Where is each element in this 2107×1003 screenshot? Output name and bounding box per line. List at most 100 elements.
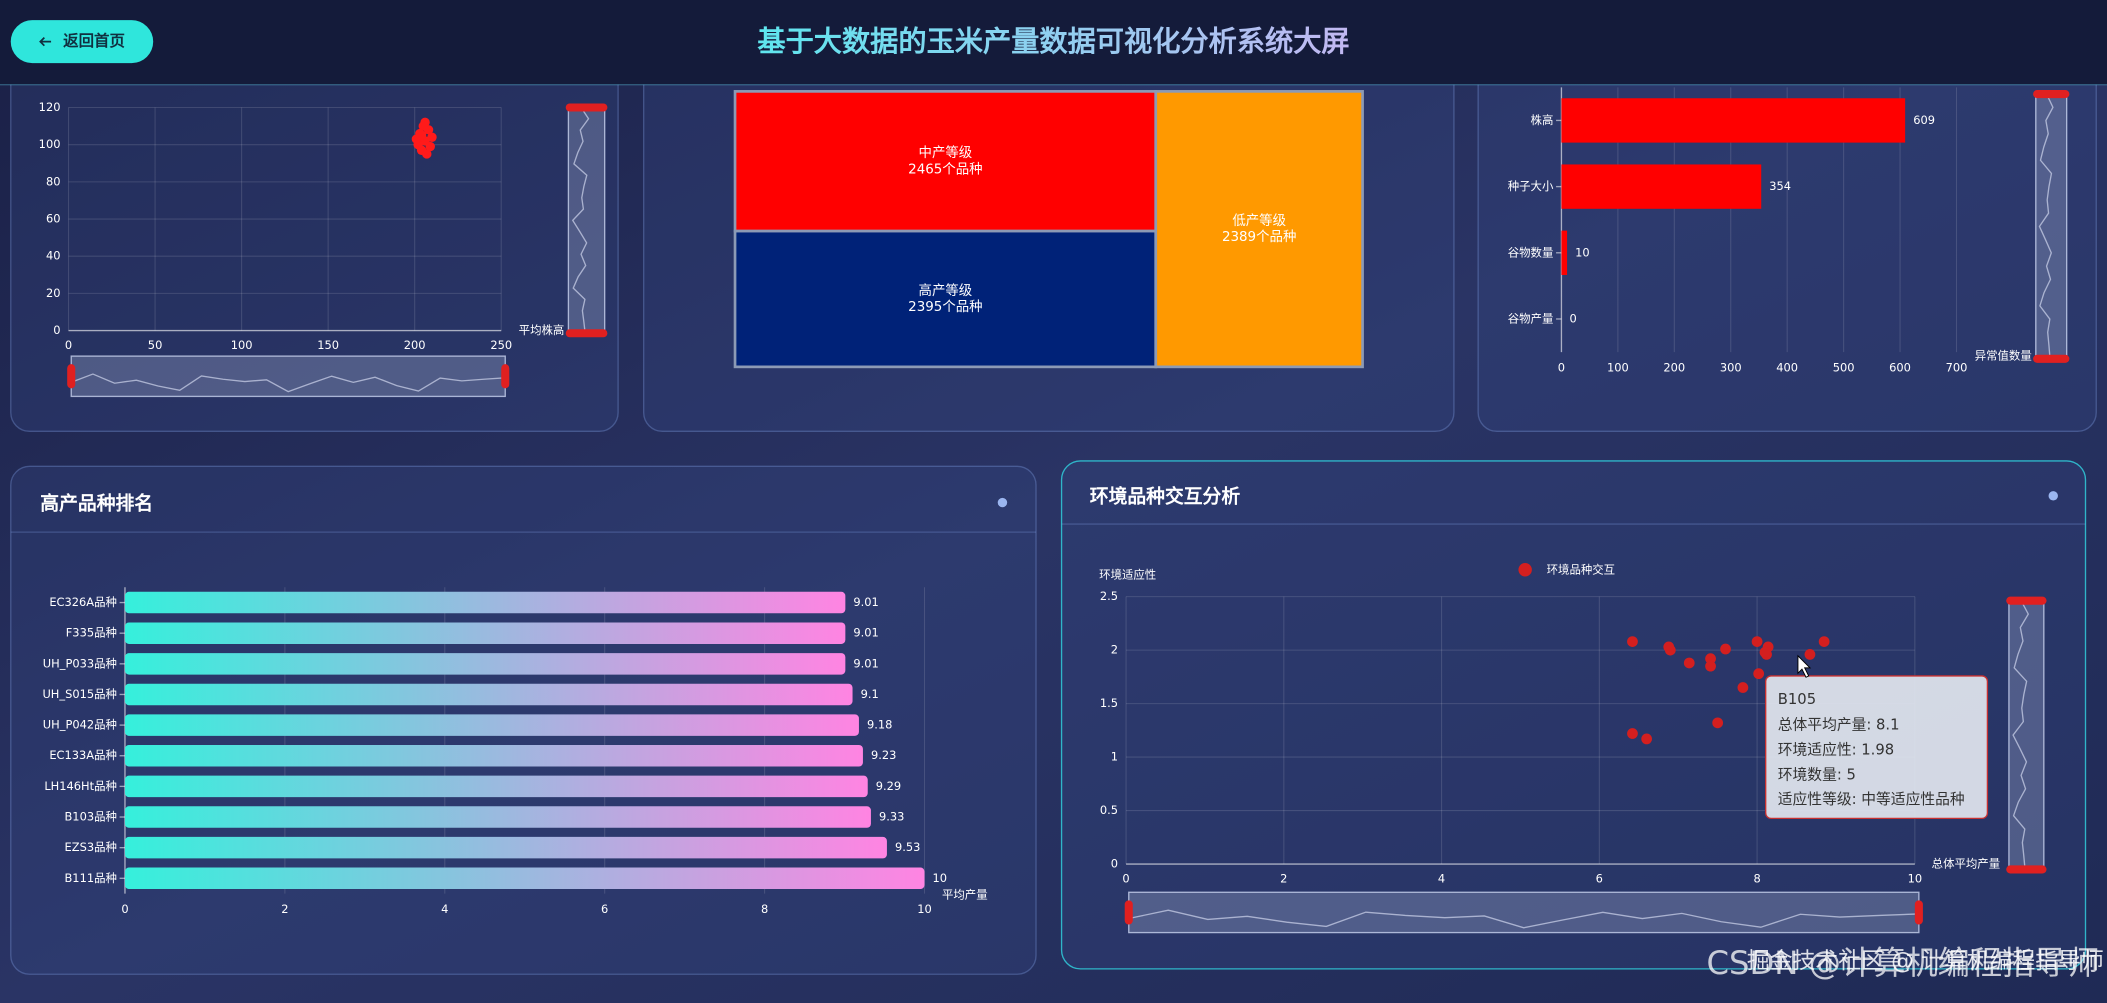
zoom-handle bbox=[2033, 90, 2070, 99]
y-tick-label: 1.5 bbox=[1100, 696, 1118, 710]
zoom-slider bbox=[2035, 93, 2068, 360]
tooltip bbox=[1765, 675, 1989, 820]
x-tick-label: 250 bbox=[490, 338, 512, 352]
bar bbox=[124, 591, 846, 614]
tooltip-line: 适应性等级: 中等适应性品种 bbox=[1778, 790, 1965, 808]
x-tick-label: 100 bbox=[231, 338, 253, 352]
y-tick-label: B103品种 bbox=[64, 810, 116, 824]
y-tick-label: 40 bbox=[46, 249, 61, 263]
scatter-point bbox=[427, 132, 437, 142]
x-tick-label: 50 bbox=[148, 338, 163, 352]
scatter-point bbox=[1804, 649, 1816, 660]
button-label[interactable]: 返回首页 bbox=[63, 31, 125, 50]
scatter-point bbox=[423, 125, 434, 135]
y-tick-label: F335品种 bbox=[66, 626, 117, 640]
scatter-point bbox=[422, 149, 432, 159]
y-tick-label: EZS3品种 bbox=[65, 840, 117, 854]
scatter-point bbox=[420, 117, 430, 128]
y-tick-label: 0 bbox=[53, 323, 60, 337]
x-tick-label: 0 bbox=[121, 902, 128, 916]
x-tick-label: 10 bbox=[917, 902, 932, 916]
x-tick-label: 400 bbox=[1776, 361, 1798, 375]
y-tick-label: 100 bbox=[39, 137, 61, 151]
bar-value-label: 9.01 bbox=[853, 595, 878, 609]
x-tick-label: 0 bbox=[65, 338, 72, 352]
x-tick-label: 2 bbox=[281, 902, 288, 916]
x-tick-label: 4 bbox=[441, 902, 448, 916]
scatter-point bbox=[1818, 636, 1830, 647]
bar-value-label: 9.53 bbox=[895, 840, 920, 854]
cell-value: 2395个品种 bbox=[908, 299, 982, 315]
scatter-point bbox=[1664, 644, 1676, 656]
panel-dot bbox=[997, 497, 1008, 508]
zoom-slider bbox=[567, 106, 606, 334]
y-tick-label: 80 bbox=[46, 174, 61, 188]
cell-value: 2465个品种 bbox=[908, 161, 982, 177]
zoom-preview bbox=[2012, 600, 2030, 870]
x-tick-label: 200 bbox=[404, 338, 426, 352]
bar-value-label: 9.33 bbox=[879, 810, 904, 824]
scatter-point bbox=[1737, 682, 1749, 693]
y-tick-label: UH_S015品种 bbox=[42, 687, 116, 701]
panel-title: 高产品种排名 bbox=[40, 491, 153, 514]
bar-value-label: 9.23 bbox=[871, 748, 896, 762]
bar-value-label: 10 bbox=[933, 871, 948, 885]
panel bbox=[1060, 460, 2087, 970]
x-tick-label: 300 bbox=[1720, 361, 1742, 375]
x-axis-name: 平均产量 bbox=[942, 887, 988, 901]
y-tick-label: 0.5 bbox=[1100, 803, 1118, 817]
tooltip-line: 总体平均产量: 8.1 bbox=[1778, 717, 1900, 734]
scatter-point bbox=[1683, 657, 1695, 669]
y-tick-label: 0 bbox=[1111, 857, 1118, 871]
back-button[interactable]: 返回首页 bbox=[10, 20, 154, 64]
tooltip-line: 环境数量: 5 bbox=[1778, 765, 1856, 783]
bar-value-label: 609 bbox=[1913, 113, 1935, 127]
x-axis-name: 总体平均产量 bbox=[1932, 857, 2000, 871]
button-bg[interactable] bbox=[10, 20, 154, 64]
zoom-handle bbox=[2033, 354, 2070, 363]
zoom-preview bbox=[1128, 909, 1919, 929]
arrow-icon[interactable] bbox=[39, 37, 52, 47]
bar bbox=[124, 622, 846, 644]
y-tick-label: 120 bbox=[39, 100, 61, 114]
bar bbox=[1561, 98, 1906, 143]
header-bar bbox=[0, 0, 2107, 85]
cursor bbox=[1797, 654, 1812, 678]
x-tick-label: 200 bbox=[1663, 361, 1685, 375]
scatter-point bbox=[1759, 646, 1771, 658]
scatter-point bbox=[1627, 636, 1638, 647]
bar-value-label: 9.01 bbox=[853, 656, 878, 670]
y-tick-label: 谷物产量 bbox=[1508, 311, 1554, 325]
scatter-point bbox=[1753, 668, 1765, 680]
x-tick-label: 2 bbox=[1280, 871, 1287, 885]
x-tick-label: 6 bbox=[601, 902, 608, 916]
zoom-handle bbox=[501, 364, 510, 389]
bar bbox=[124, 806, 871, 828]
scatter-point bbox=[1627, 728, 1638, 739]
watermark: CSDN @计算机编程指导师 bbox=[1706, 944, 2098, 982]
y-tick-label: UH_P042品种 bbox=[43, 718, 117, 732]
legend-label: 环境品种交互 bbox=[1547, 562, 1615, 576]
zoom-slider bbox=[2008, 599, 2045, 871]
zoom-preview bbox=[571, 107, 590, 334]
zoom-handle bbox=[1914, 900, 1923, 925]
treemap-cell bbox=[1154, 90, 1364, 369]
y-tick-label: 60 bbox=[46, 212, 61, 226]
bar-value-label: 354 bbox=[1769, 179, 1791, 193]
scatter-point bbox=[1705, 660, 1716, 672]
cell-name: 高产等级 bbox=[919, 282, 973, 299]
cell-value: 2389个品种 bbox=[1222, 229, 1296, 245]
y-tick-label: 株高 bbox=[1531, 113, 1554, 127]
watermark: 掘金技术社区 @ 计算机编程指导师 bbox=[1747, 949, 2104, 975]
bar bbox=[124, 714, 859, 736]
panel-dot bbox=[2048, 491, 2058, 501]
x-tick-label: 600 bbox=[1889, 361, 1911, 375]
page-title: 基于大数据的玉米产量数据可视化分析系统大屏 bbox=[757, 25, 1349, 58]
bar bbox=[1561, 164, 1762, 209]
y-tick-label: LH146Ht品种 bbox=[44, 779, 117, 793]
x-tick-label: 100 bbox=[1607, 361, 1629, 375]
scatter-point bbox=[1720, 643, 1731, 655]
cell-name: 中产等级 bbox=[919, 144, 973, 161]
